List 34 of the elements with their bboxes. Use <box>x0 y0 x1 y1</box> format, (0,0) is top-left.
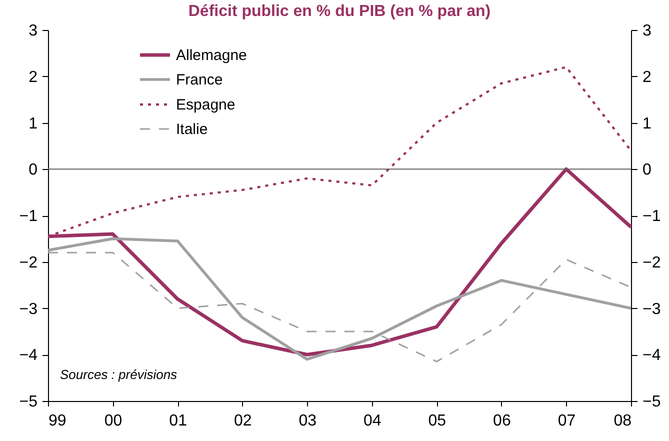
x-tick-label: 02 <box>234 412 252 430</box>
y-tick-label: 0 <box>28 162 38 179</box>
y2-tick-label: −5 <box>642 394 661 410</box>
chart-title: Déficit public en % du PIB (en % par an) <box>188 3 491 20</box>
y2-tick-label: −3 <box>642 300 661 318</box>
x-tick-label: 08 <box>614 412 632 430</box>
legend-label: Italie <box>176 121 208 138</box>
y-tick-label: 3 <box>28 22 38 40</box>
y-tick-label: −2 <box>19 254 38 272</box>
x-tick-label: 01 <box>169 412 188 430</box>
x-tick-label: 06 <box>493 412 511 430</box>
legend-label: Espagne <box>176 96 236 114</box>
legend-label: France <box>176 72 223 88</box>
y2-tick-label: −1 <box>642 208 661 225</box>
y-tick-label: 2 <box>28 68 38 86</box>
legend-label: Allemagne <box>176 47 247 64</box>
y2-tick-label: 1 <box>642 115 652 132</box>
x-tick-label: 07 <box>558 412 576 430</box>
y-tick-label: −4 <box>19 347 38 364</box>
y2-tick-label: −4 <box>642 347 661 364</box>
y2-tick-label: 2 <box>642 68 652 86</box>
x-tick-label: 99 <box>48 412 66 430</box>
y-tick-label: 1 <box>28 115 38 132</box>
annotation: Sources : prévisions <box>60 367 178 382</box>
x-tick-label: 00 <box>104 412 122 430</box>
y-tick-label: −1 <box>19 208 38 225</box>
y2-tick-label: 0 <box>642 162 652 179</box>
x-tick-label: 04 <box>363 412 382 430</box>
y2-tick-label: −2 <box>642 254 661 272</box>
y-tick-label: −5 <box>19 394 38 410</box>
y-tick-label: −3 <box>19 300 38 318</box>
x-tick-label: 03 <box>298 412 317 430</box>
y2-tick-label: 3 <box>642 22 652 40</box>
x-tick-label: 05 <box>428 412 446 430</box>
